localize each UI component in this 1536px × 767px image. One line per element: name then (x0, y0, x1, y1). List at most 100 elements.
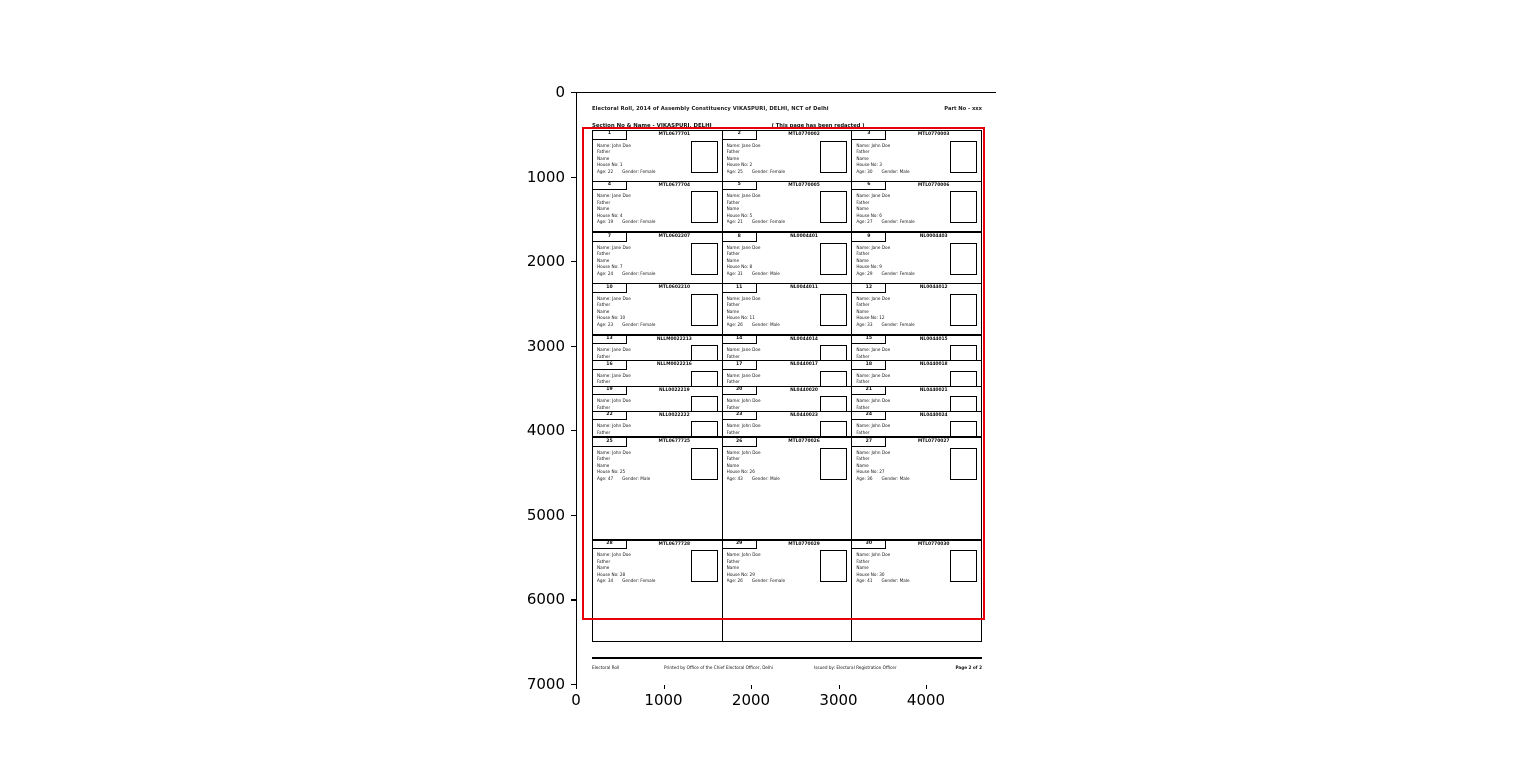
elector-cell[interactable]: 12 NL0044012 Name: Jane Doe Father Name House… (852, 284, 981, 334)
elector-cell-body: Name: Jane Doe Father Name House No: 9 Age: … (852, 242, 981, 283)
x-tick-mark (663, 684, 665, 689)
elector-cell[interactable]: 20 NL0440020 Name: John DoeFatherNameHouse… (722, 386, 853, 411)
serial-number-box: 9 (852, 233, 887, 242)
elector-cell[interactable]: 25 MTL0677725 Name: John Doe Father Name Hous… (593, 438, 723, 539)
elector-cell[interactable]: 4 MTL0677704 Name: Jane Doe Father Name House… (593, 181, 723, 232)
elector-cell-header: 8 NL0004401 (722, 233, 852, 242)
elector-row: 25 MTL0677725 Name: John Doe Father Name Hous… (593, 438, 981, 539)
field-relation-label: Father (597, 149, 611, 154)
epic-number-box: MTL0770029 (757, 541, 852, 550)
elector-cell-header: 9 NL0004403 (852, 233, 981, 242)
serial-number: 24 (865, 412, 873, 418)
elector-cell-body: Name: Jane Doe Father Name House No: 11 Age:… (723, 293, 852, 334)
epic-number-box: MTL0677704 (627, 182, 722, 191)
elector-cell[interactable]: 27 MTL0770027 Name: John Doe Father Name Hous… (852, 438, 981, 538)
field-name: Name: John Doe (597, 142, 631, 148)
elector-cell-header: 1 MTL0677701 (593, 131, 722, 140)
y-tick-mark (571, 599, 576, 601)
document-title: Electoral Roll, 2014 of Assembly Constit… (592, 106, 829, 112)
field-house: House No: 5 (726, 212, 753, 218)
elector-cell[interactable]: 15 NL0044015 Name: Jane DoeFatherNameHouse… (852, 335, 981, 361)
field-relation-label: Father (597, 558, 611, 564)
field-name: Name: Jane Doe (726, 142, 761, 148)
serial-number: 3 (867, 131, 871, 137)
elector-cell[interactable]: 2 MTL0770002 Name: Jane Doe Father Name House… (722, 131, 853, 181)
elector-cell[interactable]: 11 NL0044011 Name: Jane Doe Father Name House… (722, 284, 853, 334)
field-name: Name: Jane Doe (726, 372, 761, 378)
elector-cell-header: 28 MTL0677728 (593, 540, 722, 550)
elector-cell[interactable]: 24 NL0440024 Name: John DoeFatherNameHouse… (852, 411, 981, 437)
elector-cell-body: Name: Jane Doe Father Name House No: 8 Age: … (723, 242, 852, 283)
elector-cell[interactable]: 17 NL0440017 Name: Jane DoeFatherNameHouse… (722, 361, 853, 386)
elector-cell[interactable]: 3 MTL0770003 Name: John Doe Father Name House… (852, 131, 981, 181)
elector-cell[interactable]: 22 NLL0022222 Name: John DoeFatherNameHous… (593, 411, 723, 437)
field-gender: Gender: Female (751, 578, 786, 584)
elector-photo-box (820, 345, 848, 361)
serial-number: 13 (606, 336, 613, 342)
epic-number: MTL0677704 (658, 182, 691, 188)
elector-cell[interactable]: 19 NLL0022219 Name: John DoeFatherNameHous… (593, 386, 723, 411)
x-tick-mark (926, 684, 928, 689)
footer-center: Printed by Office of the Chief Electoral… (664, 664, 773, 670)
serial-number: 8 (737, 233, 741, 239)
elector-cell[interactable]: 1 MTL0677701 Name: John Doe Father Name House… (593, 131, 723, 181)
elector-cell[interactable]: 18 NL0440018 Name: Jane DoeFatherNameHouse… (852, 361, 981, 386)
elector-band: 1 MTL0677701 Name: John Doe Father Name House… (593, 131, 981, 234)
field-age: Age: 34 (597, 578, 614, 584)
elector-fields: Name: Jane Doe Father Name House No: 5 Age: … (727, 193, 801, 226)
serial-number-box: 4 (593, 181, 627, 191)
field-gender: Gender: Male (622, 475, 651, 481)
elector-cell[interactable]: 8 NL0004401 Name: Jane Doe Father Name House … (722, 233, 853, 284)
field-name: Name: Jane Doe (856, 244, 891, 250)
epic-number-box: MTL0677701 (627, 131, 722, 140)
elector-cell[interactable]: 28 MTL0677728 Name: John Doe Father Name Hous… (593, 540, 723, 642)
y-tick-5000: 5000 (0, 505, 576, 524)
field-name: Name: Jane Doe (726, 193, 761, 199)
elector-cell[interactable]: 6 MTL0770006 Name: Jane Doe Father Name House… (852, 181, 981, 232)
elector-cell[interactable]: 16 NLLM0022216 Name: Jane DoeFatherNameHou… (593, 361, 723, 386)
elector-cell[interactable]: 26 MTL0770026 Name: John Doe Father Name Hous… (722, 438, 853, 539)
footer-page-number: Page 2 of 2 (955, 664, 982, 670)
elector-cell[interactable]: 30 MTL0770030 Name: John Doe Father Name Hous… (852, 540, 981, 641)
field-relation-name: Name (597, 565, 610, 571)
field-age-gender: Age: 27 Gender: Female (856, 219, 930, 226)
elector-cell[interactable]: 10 MTL0602210 Name: Jane Doe Father Name Hous… (593, 284, 723, 334)
elector-row: 22 NLL0022222 Name: John DoeFatherNameHous… (593, 410, 981, 437)
field-name: Name: Jane Doe (726, 295, 761, 301)
serial-number: 30 (865, 541, 873, 547)
elector-fields: Name: Jane Doe Father Name House No: 4 Age: … (597, 193, 671, 226)
serial-number-box: 13 (593, 335, 627, 345)
elector-cell[interactable]: 9 NL0004403 Name: Jane Doe Father Name House … (852, 233, 981, 283)
epic-number-box: NL0440020 (757, 387, 852, 396)
field-relation-label: Father (726, 558, 740, 564)
field-house: House No: 2 (726, 162, 753, 167)
y-tick-4000: 4000 (0, 420, 576, 439)
serial-number-box: 3 (852, 131, 887, 140)
field-house: House No: 26 (726, 469, 755, 475)
serial-number: 17 (735, 361, 743, 367)
elector-cell[interactable]: 23 NL0440023 Name: John DoeFatherNameHouse… (722, 411, 853, 437)
serial-number: 23 (735, 412, 743, 418)
field-relation-label: Father (856, 302, 870, 308)
epic-number: NL0044012 (919, 285, 948, 291)
serial-number-box: 30 (852, 540, 887, 550)
field-relation-name: Name (856, 565, 869, 571)
elector-cell[interactable]: 29 MTL0770029 Name: John Doe Father Name Hous… (722, 540, 853, 642)
field-relation-name: Name (597, 308, 610, 314)
elector-cell[interactable]: 14 NL0044014 Name: Jane DoeFatherNameHouse… (722, 335, 853, 361)
elector-fields: Name: John Doe Father Name House No: 25 Age:… (597, 450, 671, 483)
field-age-gender: Age: 21 Gender: Female (727, 219, 801, 226)
elector-cell[interactable]: 5 MTL0770005 Name: Jane Doe Father Name House… (722, 181, 853, 232)
field-relation-label: Father (856, 353, 870, 359)
elector-cell[interactable]: 21 NL0440021 Name: John DoeFatherNameHouse… (852, 386, 981, 411)
field-relation-name: Name (726, 565, 740, 571)
elector-photo-box (690, 550, 718, 583)
serial-number-box: 6 (852, 181, 887, 191)
x-tick-mark (751, 684, 753, 689)
field-gender: Gender: Female (751, 219, 786, 225)
elector-cell[interactable]: 7 MTL0602207 Name: Jane Doe Father Name House… (593, 233, 723, 284)
x-tick-4000: 4000 (907, 684, 945, 709)
elector-cell[interactable]: 13 NLLM0022213 Name: Jane DoeFatherNameHou… (593, 335, 723, 361)
